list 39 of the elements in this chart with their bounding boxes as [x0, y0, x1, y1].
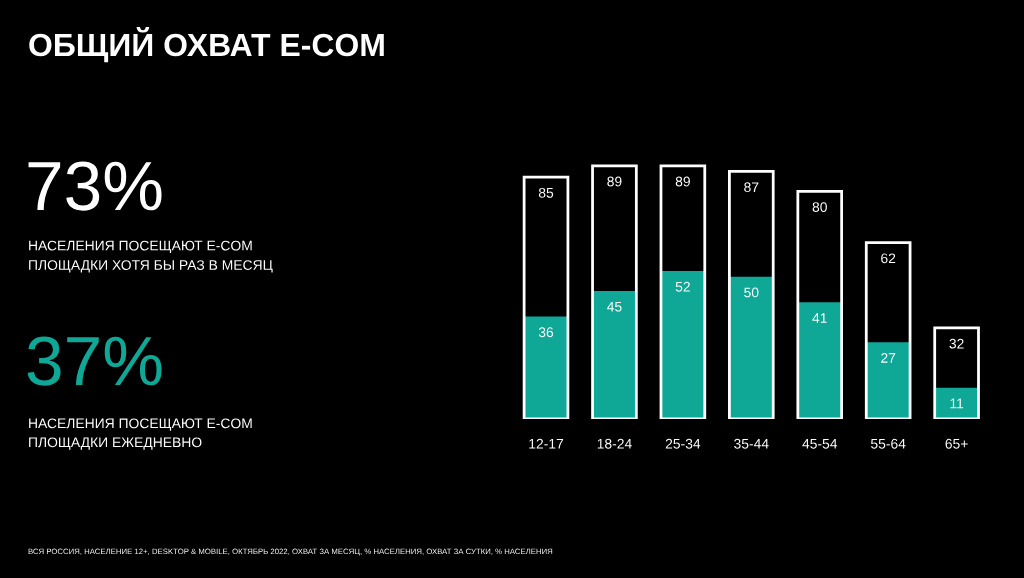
- data-label: 11: [950, 398, 964, 409]
- text: 37%: [27, 336, 162, 386]
- text: ОБЩИЙ ОХВАТ E-COM: [29, 27, 384, 63]
- x-tick-label: 55-64: [870, 438, 906, 449]
- bar: [592, 290, 637, 419]
- data-label: 89: [607, 176, 622, 187]
- x-tick-label: 35-44: [734, 438, 769, 449]
- data-label: 50: [744, 287, 759, 298]
- data-label: 89: [675, 176, 690, 187]
- text: НАСЕЛЕНИЯ ПОСЕЩАЮТ E-COM ПЛОЩАДКИ ЕЖЕДНЕВНО: [29, 418, 252, 450]
- bar: [659, 164, 707, 419]
- data-label: 41: [812, 313, 827, 323]
- data-label: 32: [949, 338, 964, 349]
- text: НАСЕЛЕНИЯ ПОСЕЩАЮТ E-COM ПЛОЩАДКИ ХОТЯ БЫ РАЗ В МЕСЯЦ: [29, 240, 273, 273]
- x-tick-label: 18-24: [597, 438, 632, 449]
- data-label: 80: [812, 202, 827, 212]
- data-label: 27: [881, 352, 896, 363]
- bar: [591, 164, 638, 419]
- x-tick-label: 65+: [945, 438, 968, 449]
- bar: [660, 271, 705, 419]
- data-label: 85: [538, 187, 554, 198]
- bar: [933, 326, 980, 419]
- data-label: 87: [744, 182, 759, 193]
- bar: [864, 241, 912, 419]
- bar: [522, 175, 570, 419]
- bar: [796, 189, 844, 419]
- bar: [866, 342, 911, 419]
- data-label: 52: [675, 281, 690, 292]
- bar: [797, 302, 842, 419]
- data-label: 62: [881, 253, 896, 264]
- x-tick-label: 45-54: [802, 438, 838, 449]
- bar: [728, 170, 775, 419]
- bar: [729, 276, 774, 419]
- x-tick-label: 12-17: [529, 438, 564, 449]
- data-label: 45: [607, 301, 622, 312]
- data-label: 36: [538, 327, 554, 338]
- text: 73%: [28, 161, 162, 211]
- bar: [524, 316, 568, 419]
- x-tick-label: 25-34: [665, 438, 701, 449]
